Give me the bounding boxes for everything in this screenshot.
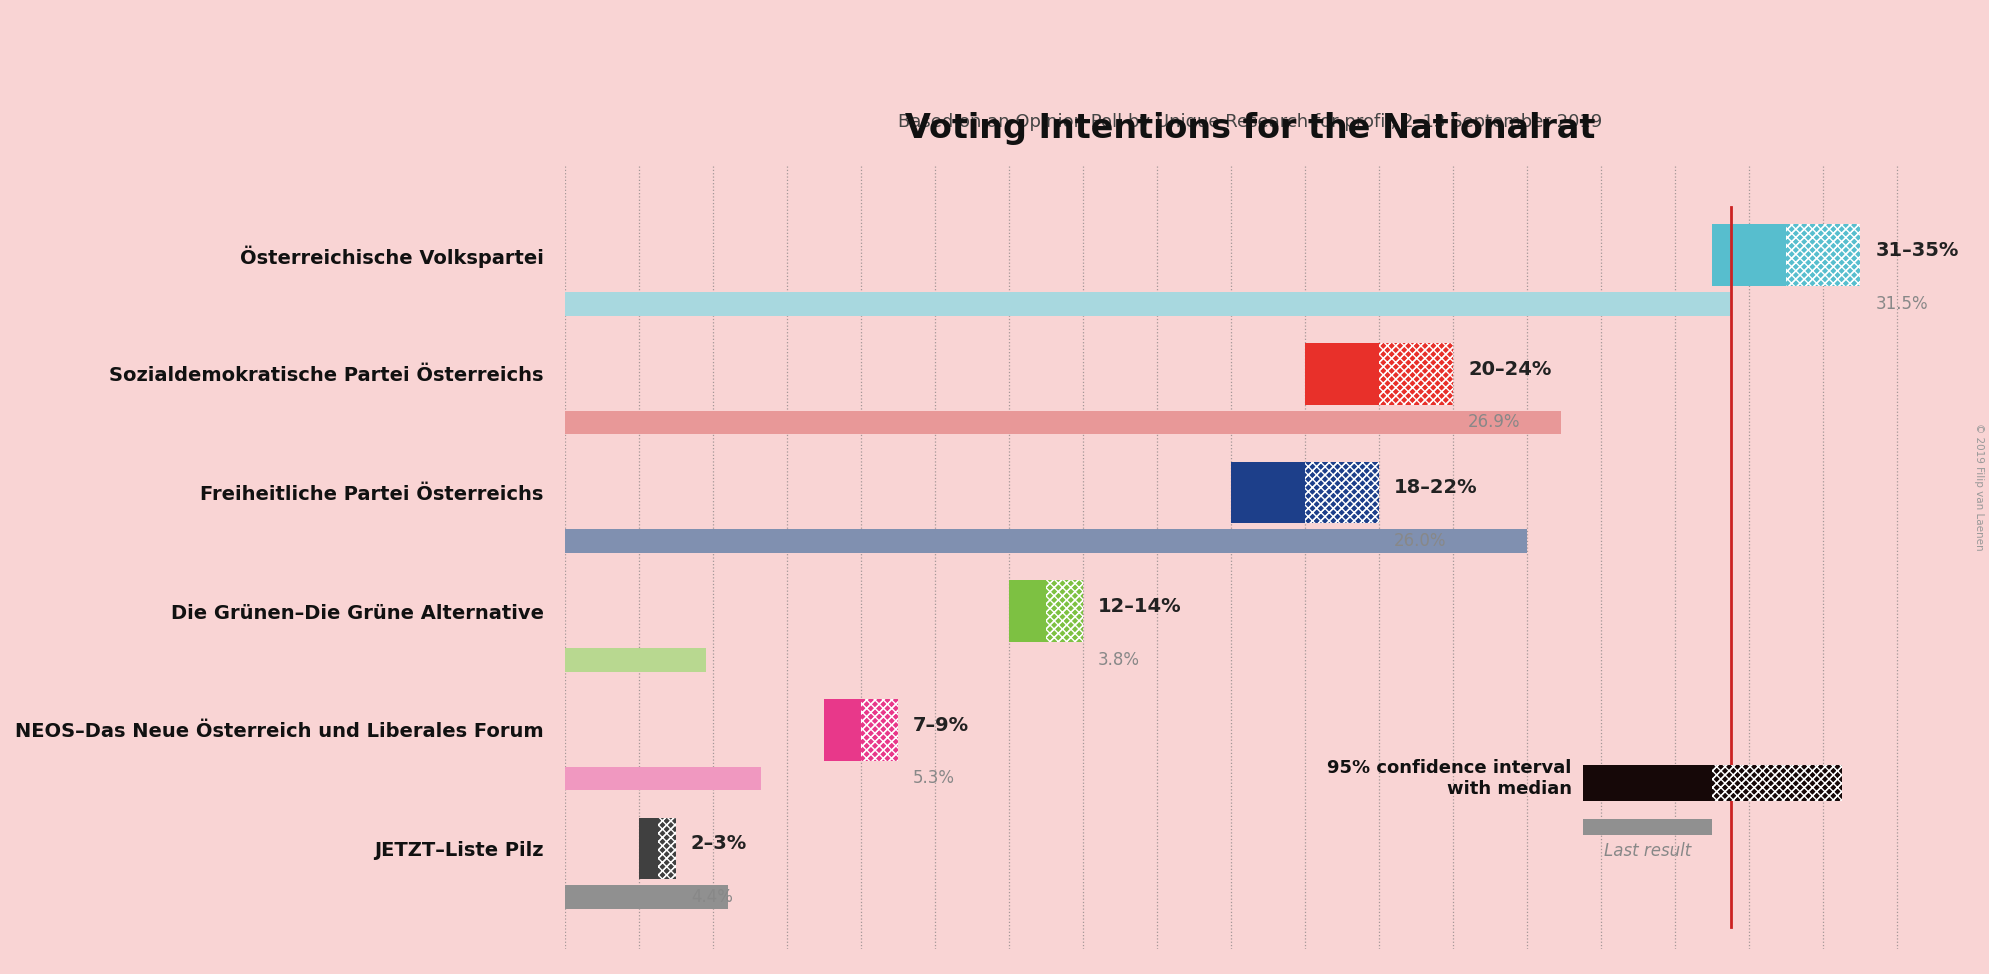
Bar xyxy=(656,817,676,880)
Text: 5.3%: 5.3% xyxy=(913,769,955,787)
Bar xyxy=(565,292,1730,316)
Text: 12–14%: 12–14% xyxy=(1098,597,1181,616)
Bar xyxy=(1231,462,1305,523)
Bar xyxy=(1008,581,1046,642)
Bar xyxy=(638,817,656,880)
Bar xyxy=(656,817,676,880)
Text: 4.4%: 4.4% xyxy=(690,888,732,906)
Text: 31.5%: 31.5% xyxy=(1874,295,1927,313)
Text: 95% confidence interval
with median: 95% confidence interval with median xyxy=(1327,759,1571,798)
Bar xyxy=(565,648,706,672)
Bar xyxy=(1786,224,1860,286)
Bar xyxy=(1711,766,1842,801)
Bar xyxy=(1046,581,1082,642)
Text: 18–22%: 18–22% xyxy=(1394,478,1478,497)
Bar xyxy=(1046,581,1082,642)
Bar xyxy=(861,699,897,761)
Text: 3.8%: 3.8% xyxy=(1098,651,1140,669)
Bar xyxy=(565,529,1528,553)
Text: 2–3%: 2–3% xyxy=(690,834,746,853)
Text: 20–24%: 20–24% xyxy=(1468,359,1551,379)
Bar xyxy=(1581,766,1711,801)
Bar xyxy=(1711,224,1786,286)
Text: 26.0%: 26.0% xyxy=(1394,532,1446,550)
Text: 7–9%: 7–9% xyxy=(913,716,969,734)
Bar xyxy=(1305,462,1378,523)
Bar xyxy=(1711,766,1842,801)
Text: Based on an Opinion Poll by Unique Research for profil, 2–13 September 2019: Based on an Opinion Poll by Unique Resea… xyxy=(897,113,1601,131)
Bar xyxy=(1305,343,1378,404)
Bar xyxy=(565,767,762,790)
Bar xyxy=(1305,462,1378,523)
Bar xyxy=(1711,766,1842,801)
Text: © 2019 Filip van Laenen: © 2019 Filip van Laenen xyxy=(1973,423,1983,551)
Bar xyxy=(1046,581,1082,642)
Title: Voting Intentions for the Nationalrat: Voting Intentions for the Nationalrat xyxy=(905,112,1593,145)
Bar xyxy=(861,699,897,761)
Bar xyxy=(1786,224,1860,286)
Bar xyxy=(1378,343,1452,404)
Bar xyxy=(823,699,861,761)
Bar xyxy=(1786,224,1860,286)
Bar xyxy=(1378,343,1452,404)
Text: Last result: Last result xyxy=(1603,843,1691,860)
Bar xyxy=(861,699,897,761)
Bar xyxy=(1305,462,1378,523)
Bar xyxy=(656,817,676,880)
Text: 31–35%: 31–35% xyxy=(1874,241,1957,260)
Bar xyxy=(565,411,1559,434)
Bar xyxy=(1581,819,1711,836)
Text: 26.9%: 26.9% xyxy=(1468,413,1520,431)
Bar xyxy=(565,885,728,909)
Bar xyxy=(1378,343,1452,404)
